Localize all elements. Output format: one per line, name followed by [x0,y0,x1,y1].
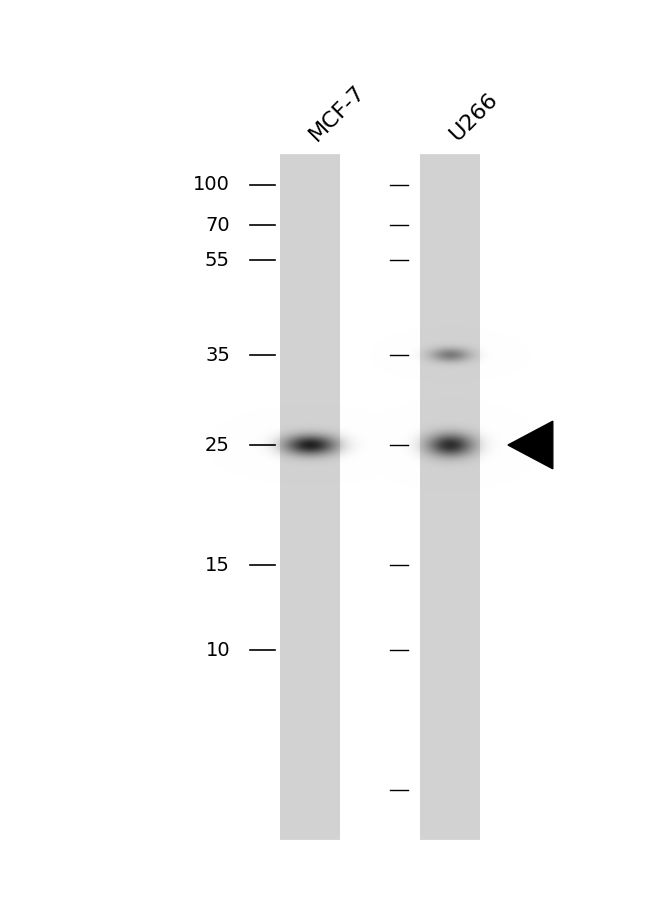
Text: 25: 25 [205,436,230,454]
Text: 15: 15 [205,555,230,575]
Text: 55: 55 [205,251,230,270]
Text: 70: 70 [205,216,230,235]
Text: MCF-7: MCF-7 [306,82,369,145]
Text: U266: U266 [446,89,501,145]
Polygon shape [508,421,552,469]
Text: 100: 100 [193,176,230,194]
Text: 10: 10 [205,640,230,659]
Text: 35: 35 [205,345,230,365]
